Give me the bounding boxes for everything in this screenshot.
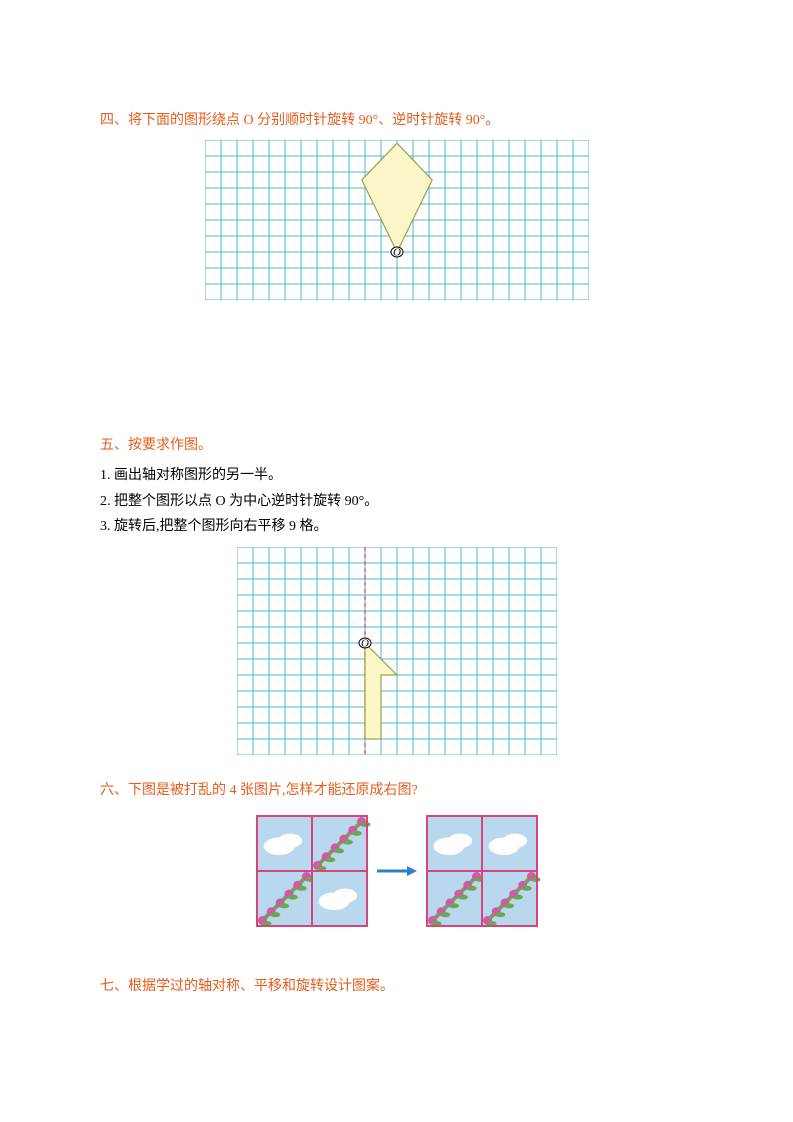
puzzle-svg: [247, 811, 547, 931]
section-6-heading: 六、下图是被打乱的 4 张图片,怎样才能还原成右图?: [100, 780, 693, 802]
grid-arrow-svg: O: [237, 547, 557, 755]
svg-text:O: O: [393, 247, 401, 259]
section-6-figure: [100, 811, 693, 936]
section-5-step-2: 2. 把整个图形以点 O 为中心逆时针旋转 90°。: [100, 490, 693, 514]
section-5-step-3: 3. 旋转后,把整个图形向右平移 9 格。: [100, 515, 693, 539]
section-4-figure: O: [100, 140, 693, 305]
section-5-heading: 五、按要求作图。: [100, 435, 693, 457]
section-4-heading: 四、将下面的图形绕点 O 分别顺时针旋转 90°、逆时针旋转 90°。: [100, 110, 693, 132]
section-7-heading: 七、根据学过的轴对称、平移和旋转设计图案。: [100, 976, 693, 998]
grid-kite-svg: O: [205, 140, 589, 300]
svg-text:O: O: [361, 638, 369, 650]
section-5-step-1: 1. 画出轴对称图形的另一半。: [100, 464, 693, 488]
section-5-figure: O: [100, 547, 693, 760]
